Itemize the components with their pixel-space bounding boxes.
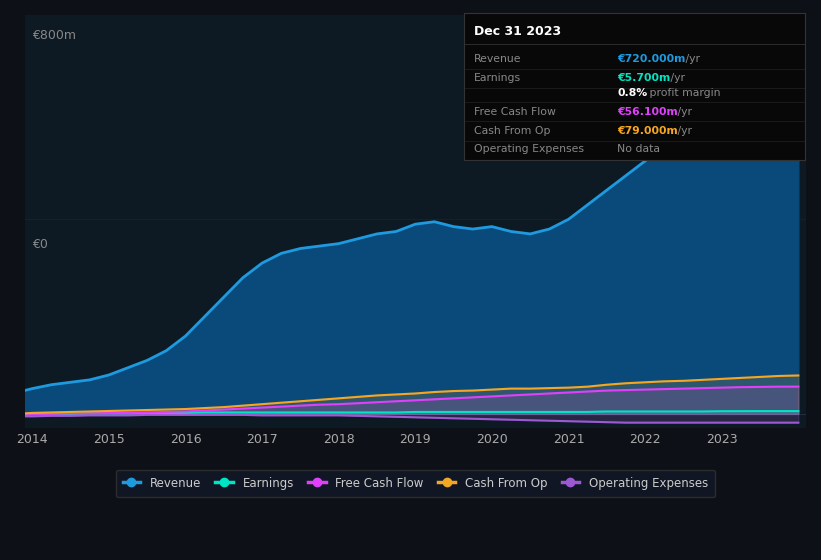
Text: Free Cash Flow: Free Cash Flow: [474, 107, 556, 117]
Text: /yr: /yr: [674, 126, 692, 136]
Text: Cash From Op: Cash From Op: [474, 126, 551, 136]
Text: /yr: /yr: [674, 107, 692, 117]
Text: €79.000m: €79.000m: [617, 126, 678, 136]
Text: Operating Expenses: Operating Expenses: [474, 143, 584, 153]
Text: €0: €0: [32, 238, 48, 251]
Text: €5.700m: €5.700m: [617, 73, 671, 83]
Text: 0.8%: 0.8%: [617, 88, 648, 98]
Text: /yr: /yr: [681, 54, 699, 64]
Text: No data: No data: [617, 143, 660, 153]
Legend: Revenue, Earnings, Free Cash Flow, Cash From Op, Operating Expenses: Revenue, Earnings, Free Cash Flow, Cash …: [116, 470, 715, 497]
Text: /yr: /yr: [667, 73, 686, 83]
Text: Revenue: Revenue: [474, 54, 521, 64]
Text: profit margin: profit margin: [646, 88, 720, 98]
Text: Dec 31 2023: Dec 31 2023: [474, 25, 562, 38]
Text: Earnings: Earnings: [474, 73, 521, 83]
Text: €800m: €800m: [32, 30, 76, 43]
Text: €720.000m: €720.000m: [617, 54, 686, 64]
Text: €56.100m: €56.100m: [617, 107, 678, 117]
